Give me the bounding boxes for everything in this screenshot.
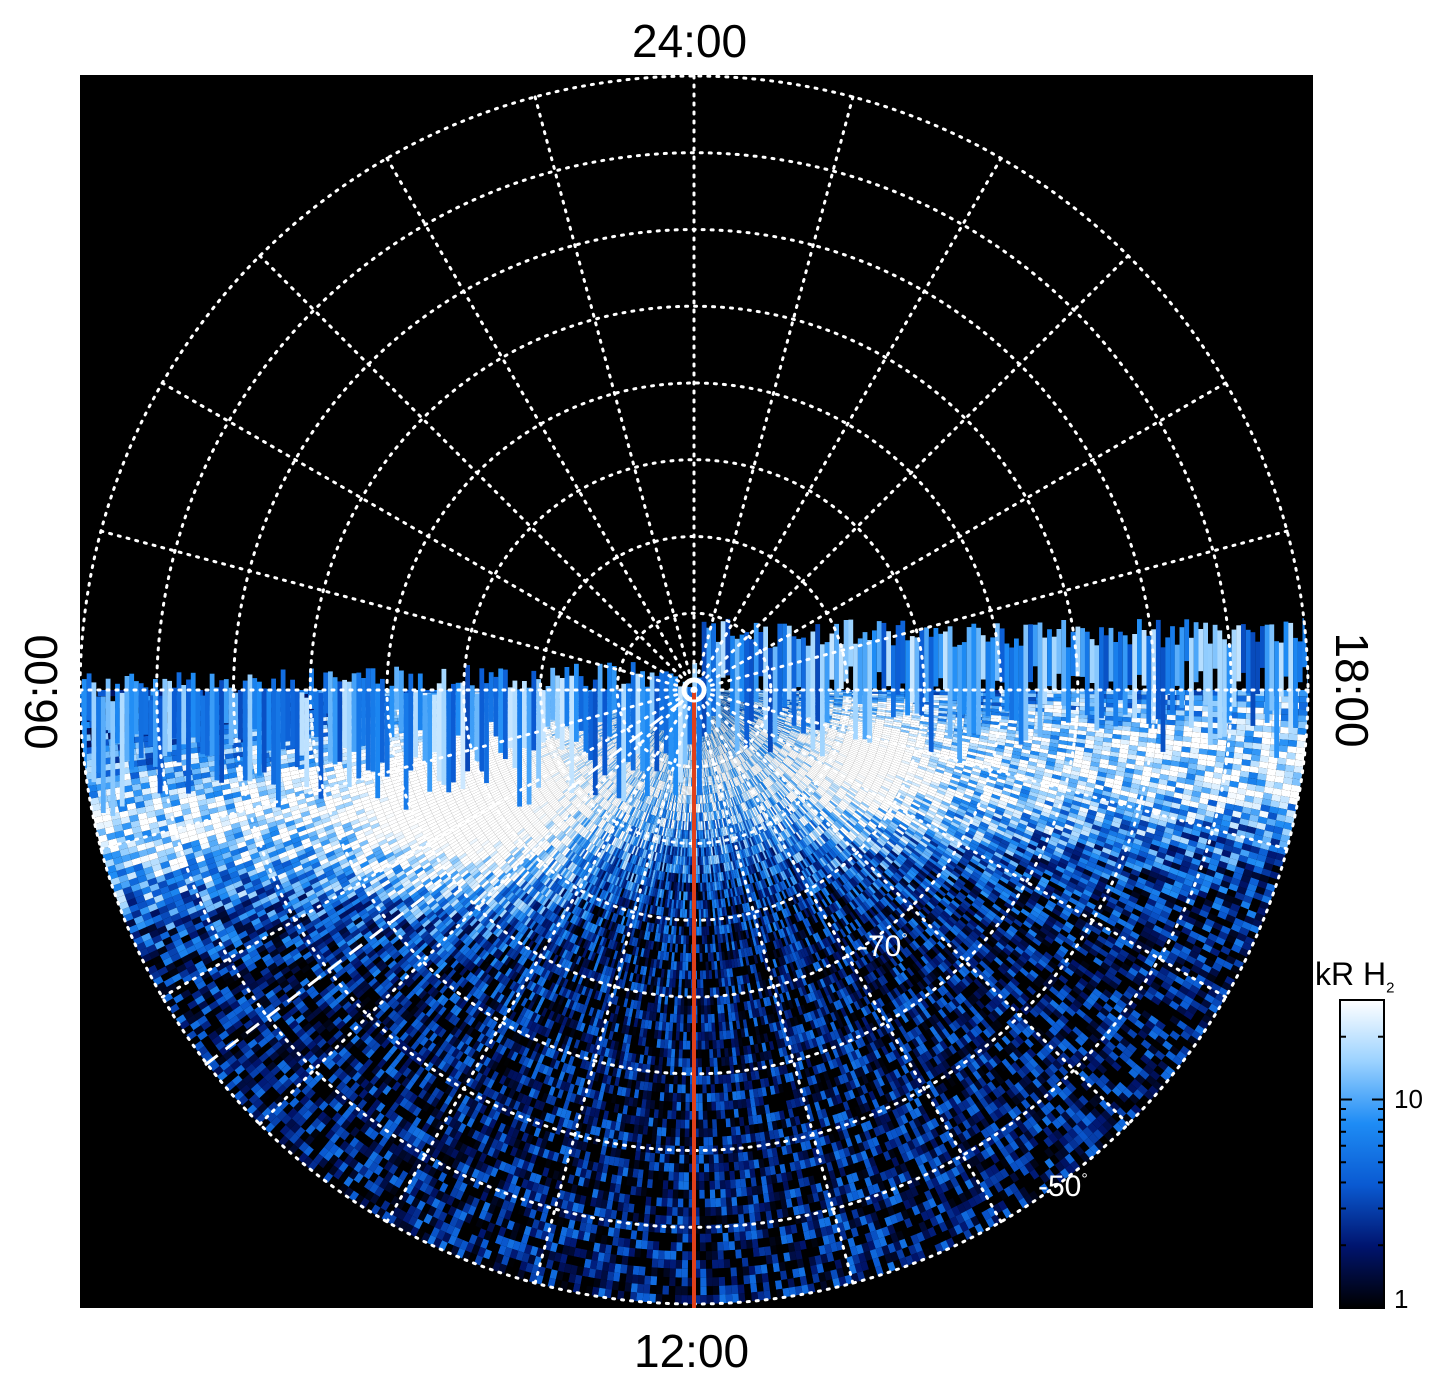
heatmap-cell	[687, 830, 690, 839]
heatmap-cell	[696, 830, 699, 840]
heatmap-cell	[698, 830, 701, 839]
heatmap-cell	[689, 812, 692, 822]
heatmap-cell	[689, 830, 692, 840]
emission-heatmap	[80, 618, 1308, 1304]
heatmap-cell	[696, 812, 699, 822]
